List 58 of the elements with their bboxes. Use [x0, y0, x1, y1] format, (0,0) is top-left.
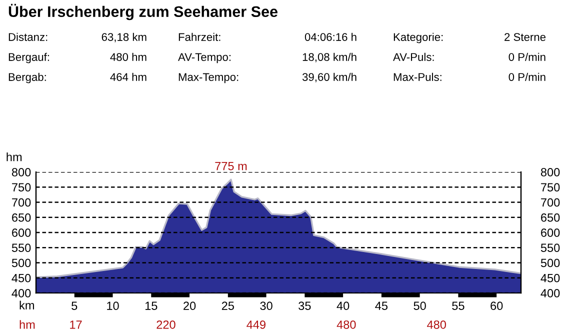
text: 0 P/min	[508, 52, 546, 61]
y2-tick-label: 500	[540, 258, 560, 268]
y2-tick-label: 750	[541, 183, 560, 192]
x-tick-label: 10	[107, 302, 119, 310]
y2-tick-label: 800	[540, 168, 560, 176]
text: 39,60 km/h	[302, 72, 356, 82]
x-tick-label: 30	[260, 302, 272, 310]
text: 17	[70, 320, 82, 329]
text: Bergauf:	[8, 52, 49, 64]
y2-tick-label: 600	[541, 228, 560, 237]
y2-tick-label: 550	[540, 244, 560, 252]
y2-tick-label: 450	[540, 274, 560, 282]
y-axis-title: hm	[6, 152, 22, 162]
x-tick-label: 60	[490, 302, 503, 310]
y-tick-label: 450	[12, 274, 31, 282]
x-tick-label: 45	[375, 302, 388, 310]
text: hm	[20, 320, 35, 329]
text: 464 hm	[110, 72, 146, 81]
text: 449	[246, 320, 266, 329]
text: Max-Tempo:	[178, 73, 238, 84]
y-tick-label: 500	[12, 258, 31, 268]
annotation: 775 m	[215, 162, 247, 170]
x-tick-label: 40	[336, 302, 350, 310]
text: 2 Sterne	[504, 33, 546, 41]
x-tick-label: 50	[414, 302, 426, 310]
text: Fahrzeit:	[178, 32, 220, 41]
y-tick-label: 400	[12, 289, 31, 298]
text: AV-Tempo:	[178, 53, 231, 64]
chart-title: Über Irschenberg zum Seehamer See	[8, 4, 278, 20]
x-tick-label: 35	[298, 302, 311, 310]
y-tick-label: 700	[12, 198, 31, 207]
x-tick-label: 25	[222, 302, 234, 310]
text: AV-Puls:	[393, 52, 434, 61]
text: 63,18 km	[102, 32, 146, 42]
x-tick-label: 20	[184, 302, 196, 310]
text: 0 P/min	[508, 72, 546, 81]
text: 18,08 km/h	[302, 52, 356, 62]
y2-tick-label: 700	[541, 198, 560, 207]
x-tick-label: 5	[72, 302, 78, 310]
y-tick-label: 600	[12, 228, 31, 237]
y2-tick-label: 400	[540, 289, 560, 298]
y2-tick-label: 650	[541, 213, 560, 222]
text: 480	[427, 320, 446, 329]
text: Kategorie:	[394, 32, 443, 44]
y-tick-label: 750	[12, 183, 31, 192]
x-axis-title: km	[20, 300, 34, 310]
y-tick-label: 650	[12, 213, 31, 222]
text: 220	[156, 320, 176, 329]
text: Distanz:	[8, 32, 48, 41]
text: 480	[336, 320, 356, 329]
y-tick-label: 800	[12, 168, 31, 176]
x-tick-label: 55	[452, 302, 464, 310]
text: Max-Puls:	[394, 72, 442, 81]
text: 04:06:16 h	[304, 32, 356, 41]
text: Bergab:	[8, 72, 46, 84]
x-tick-label: 15	[145, 302, 158, 310]
y-tick-label: 550	[12, 244, 31, 252]
text: 480 hm	[110, 52, 146, 61]
